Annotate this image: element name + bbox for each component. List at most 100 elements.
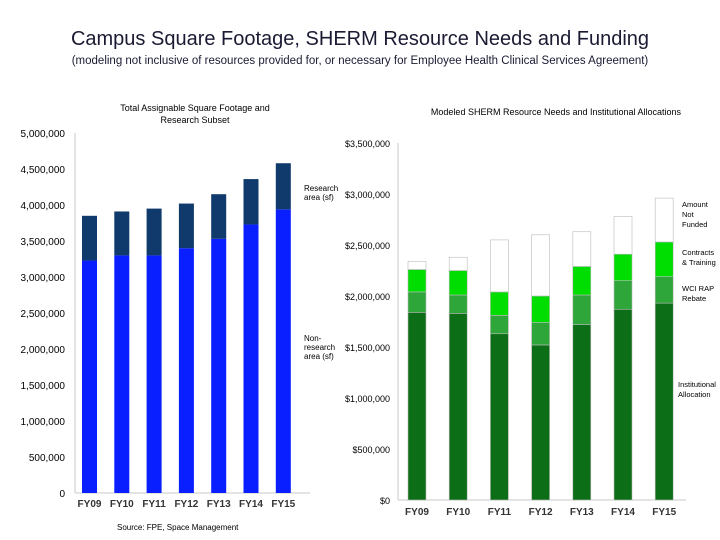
legend-institutional-allocation: Institutional Allocation (678, 380, 716, 399)
right-bar-fy09-series-2 (407, 269, 427, 293)
right-bar-fy15-series-0 (654, 302, 674, 501)
legend-contracts-training: Contracts & Training (682, 248, 716, 267)
left-y-tick-label: 3,500,000 (21, 237, 66, 248)
left-bar-fy11-series-1 (146, 208, 162, 256)
right-bars (407, 197, 674, 501)
left-bar-fy09-series-0 (82, 260, 97, 493)
right-bar-fy14-series-0 (613, 308, 633, 501)
left-bar-fy12-series-0 (178, 248, 194, 493)
right-y-ticks: $0 $500,000 $1,000,000 $1,500,000 $2,000,000… (345, 139, 390, 506)
right-y-tick-label: $500,000 (352, 445, 390, 455)
left-y-tick-label: 2,000,000 (21, 345, 66, 356)
left-bar-fy11-series-0 (146, 255, 162, 493)
right-bar-fy15-series-3 (654, 197, 674, 243)
nonresearch-annotation-wrap: Non-research area (sf) (304, 334, 336, 361)
right-bar-fy13-series-1 (572, 294, 592, 325)
left-bar-fy09-series-1 (82, 215, 97, 261)
right-x-tick-label: FY14 (611, 507, 635, 518)
right-bar-fy13-series-2 (572, 266, 592, 296)
left-y-tick-label: 2,500,000 (21, 309, 66, 320)
left-bar-fy15-series-0 (275, 209, 291, 493)
left-bar-fy13-series-0 (211, 238, 227, 493)
right-bar-fy09-series-3 (407, 261, 427, 270)
left-bars (82, 163, 291, 493)
right-x-tick-label: FY09 (405, 507, 429, 518)
legend-wci-rap-rebate-wrap: WCI RAP Rebate (682, 284, 714, 303)
left-bar-fy10-series-0 (114, 255, 130, 493)
right-bar-fy13-series-0 (572, 324, 592, 501)
legend-wci-rap-rebate: WCI RAP Rebate (682, 284, 714, 303)
right-bar-fy09-series-0 (407, 312, 427, 501)
right-bar-fy11-series-3 (490, 239, 509, 293)
right-y-tick-label: $3,500,000 (345, 139, 390, 149)
left-y-ticks: 0 500,000 1,000,000 1,500,000 2,000,000 2,500… (21, 129, 66, 500)
right-bar-fy11-series-2 (490, 291, 509, 316)
right-x-tick-label: FY12 (529, 507, 553, 518)
left-bar-fy13-series-1 (211, 194, 227, 239)
research-annotation: Research area (sf) (304, 184, 339, 202)
right-chart-title: Modeled SHERM Resource Needs and Institu… (431, 107, 682, 117)
right-y-tick-label: $2,000,000 (345, 292, 390, 302)
legend-amount-not-funded-wrap: Amount Not Funded (682, 200, 708, 229)
right-bar-fy15-series-1 (654, 276, 674, 304)
left-x-tick-label: FY10 (110, 499, 134, 510)
right-x-tick-label: FY13 (570, 507, 594, 518)
left-bar-fy14-series-0 (243, 224, 259, 493)
right-y-tick-label: $3,000,000 (345, 190, 390, 200)
right-y-tick-label: $1,500,000 (345, 343, 390, 353)
left-chart-title-wrap: Total Assignable Square Footage and Rese… (120, 103, 270, 125)
left-y-tick-label: 1,000,000 (21, 417, 66, 428)
right-bar-fy15-series-2 (654, 241, 674, 277)
left-x-tick-label: FY09 (78, 499, 102, 510)
page-title: Campus Square Footage, SHERM Resource Ne… (70, 28, 650, 50)
right-bar-fy11-series-1 (490, 315, 509, 335)
left-x-tick-label: FY12 (174, 499, 198, 510)
left-x-ticks: FY09 FY10 FY11 FY12 FY13 FY14 FY15 (78, 499, 296, 510)
legend-contracts-training-wrap: Contracts & Training (682, 248, 716, 267)
left-bar-fy12-series-1 (178, 203, 194, 249)
left-y-tick-label: 4,000,000 (21, 201, 66, 212)
right-bar-fy14-series-2 (613, 253, 633, 281)
right-bar-fy12-series-2 (531, 295, 550, 323)
legend-amount-not-funded: Amount Not Funded (682, 200, 708, 229)
page-subtitle: (modeling not inclusive of resources pro… (71, 55, 649, 67)
right-y-tick-label: $1,000,000 (345, 394, 390, 404)
right-bar-fy12-series-0 (531, 344, 550, 501)
left-chart-title: Total Assignable Square Footage and Rese… (120, 103, 270, 125)
right-bar-fy10-series-2 (448, 270, 468, 296)
right-bar-fy11-series-0 (490, 333, 509, 501)
right-chart: $0 $500,000 $1,000,000 $1,500,000 $2,000,000… (345, 139, 686, 518)
left-bar-fy14-series-1 (243, 179, 259, 225)
left-y-tick-label: 500,000 (29, 453, 66, 464)
left-y-tick-label: 4,500,000 (21, 165, 66, 176)
right-x-tick-label: FY10 (446, 507, 470, 518)
left-y-tick-label: 3,000,000 (21, 273, 66, 284)
right-y-tick-label: $0 (380, 496, 390, 506)
right-x-tick-label: FY11 (488, 507, 512, 518)
right-y-tick-label: $2,500,000 (345, 241, 390, 251)
left-x-tick-label: FY11 (142, 499, 166, 510)
nonresearch-annotation: Non-research area (sf) (304, 334, 336, 361)
right-x-tick-label: FY15 (652, 507, 676, 518)
left-bar-fy15-series-1 (275, 163, 291, 210)
legend-institutional-allocation-wrap: Institutional Allocation (678, 380, 716, 399)
right-bar-fy14-series-3 (613, 216, 633, 255)
right-x-ticks: FY09 FY10 FY11 FY12 FY13 FY14 FY15 (405, 507, 677, 518)
right-bar-fy09-series-1 (407, 291, 427, 313)
right-bar-fy12-series-3 (531, 234, 550, 297)
right-bar-fy14-series-1 (613, 280, 633, 310)
right-bar-fy10-series-3 (448, 256, 468, 271)
left-y-tick-label: 1,500,000 (21, 381, 66, 392)
left-x-tick-label: FY14 (239, 499, 263, 510)
right-bar-fy10-series-1 (448, 294, 468, 314)
right-bar-fy10-series-0 (448, 313, 468, 501)
source-note: Source: FPE, Space Management (117, 523, 239, 532)
left-x-tick-label: FY13 (207, 499, 231, 510)
left-y-tick-label: 5,000,000 (21, 129, 66, 140)
left-x-tick-label: FY15 (271, 499, 295, 510)
right-bar-fy13-series-3 (572, 231, 592, 267)
research-annotation-wrap: Research area (sf) (304, 184, 339, 202)
left-chart: 0 500,000 1,000,000 1,500,000 2,000,000 2,500… (21, 129, 310, 510)
left-y-tick-label: 0 (59, 489, 65, 500)
